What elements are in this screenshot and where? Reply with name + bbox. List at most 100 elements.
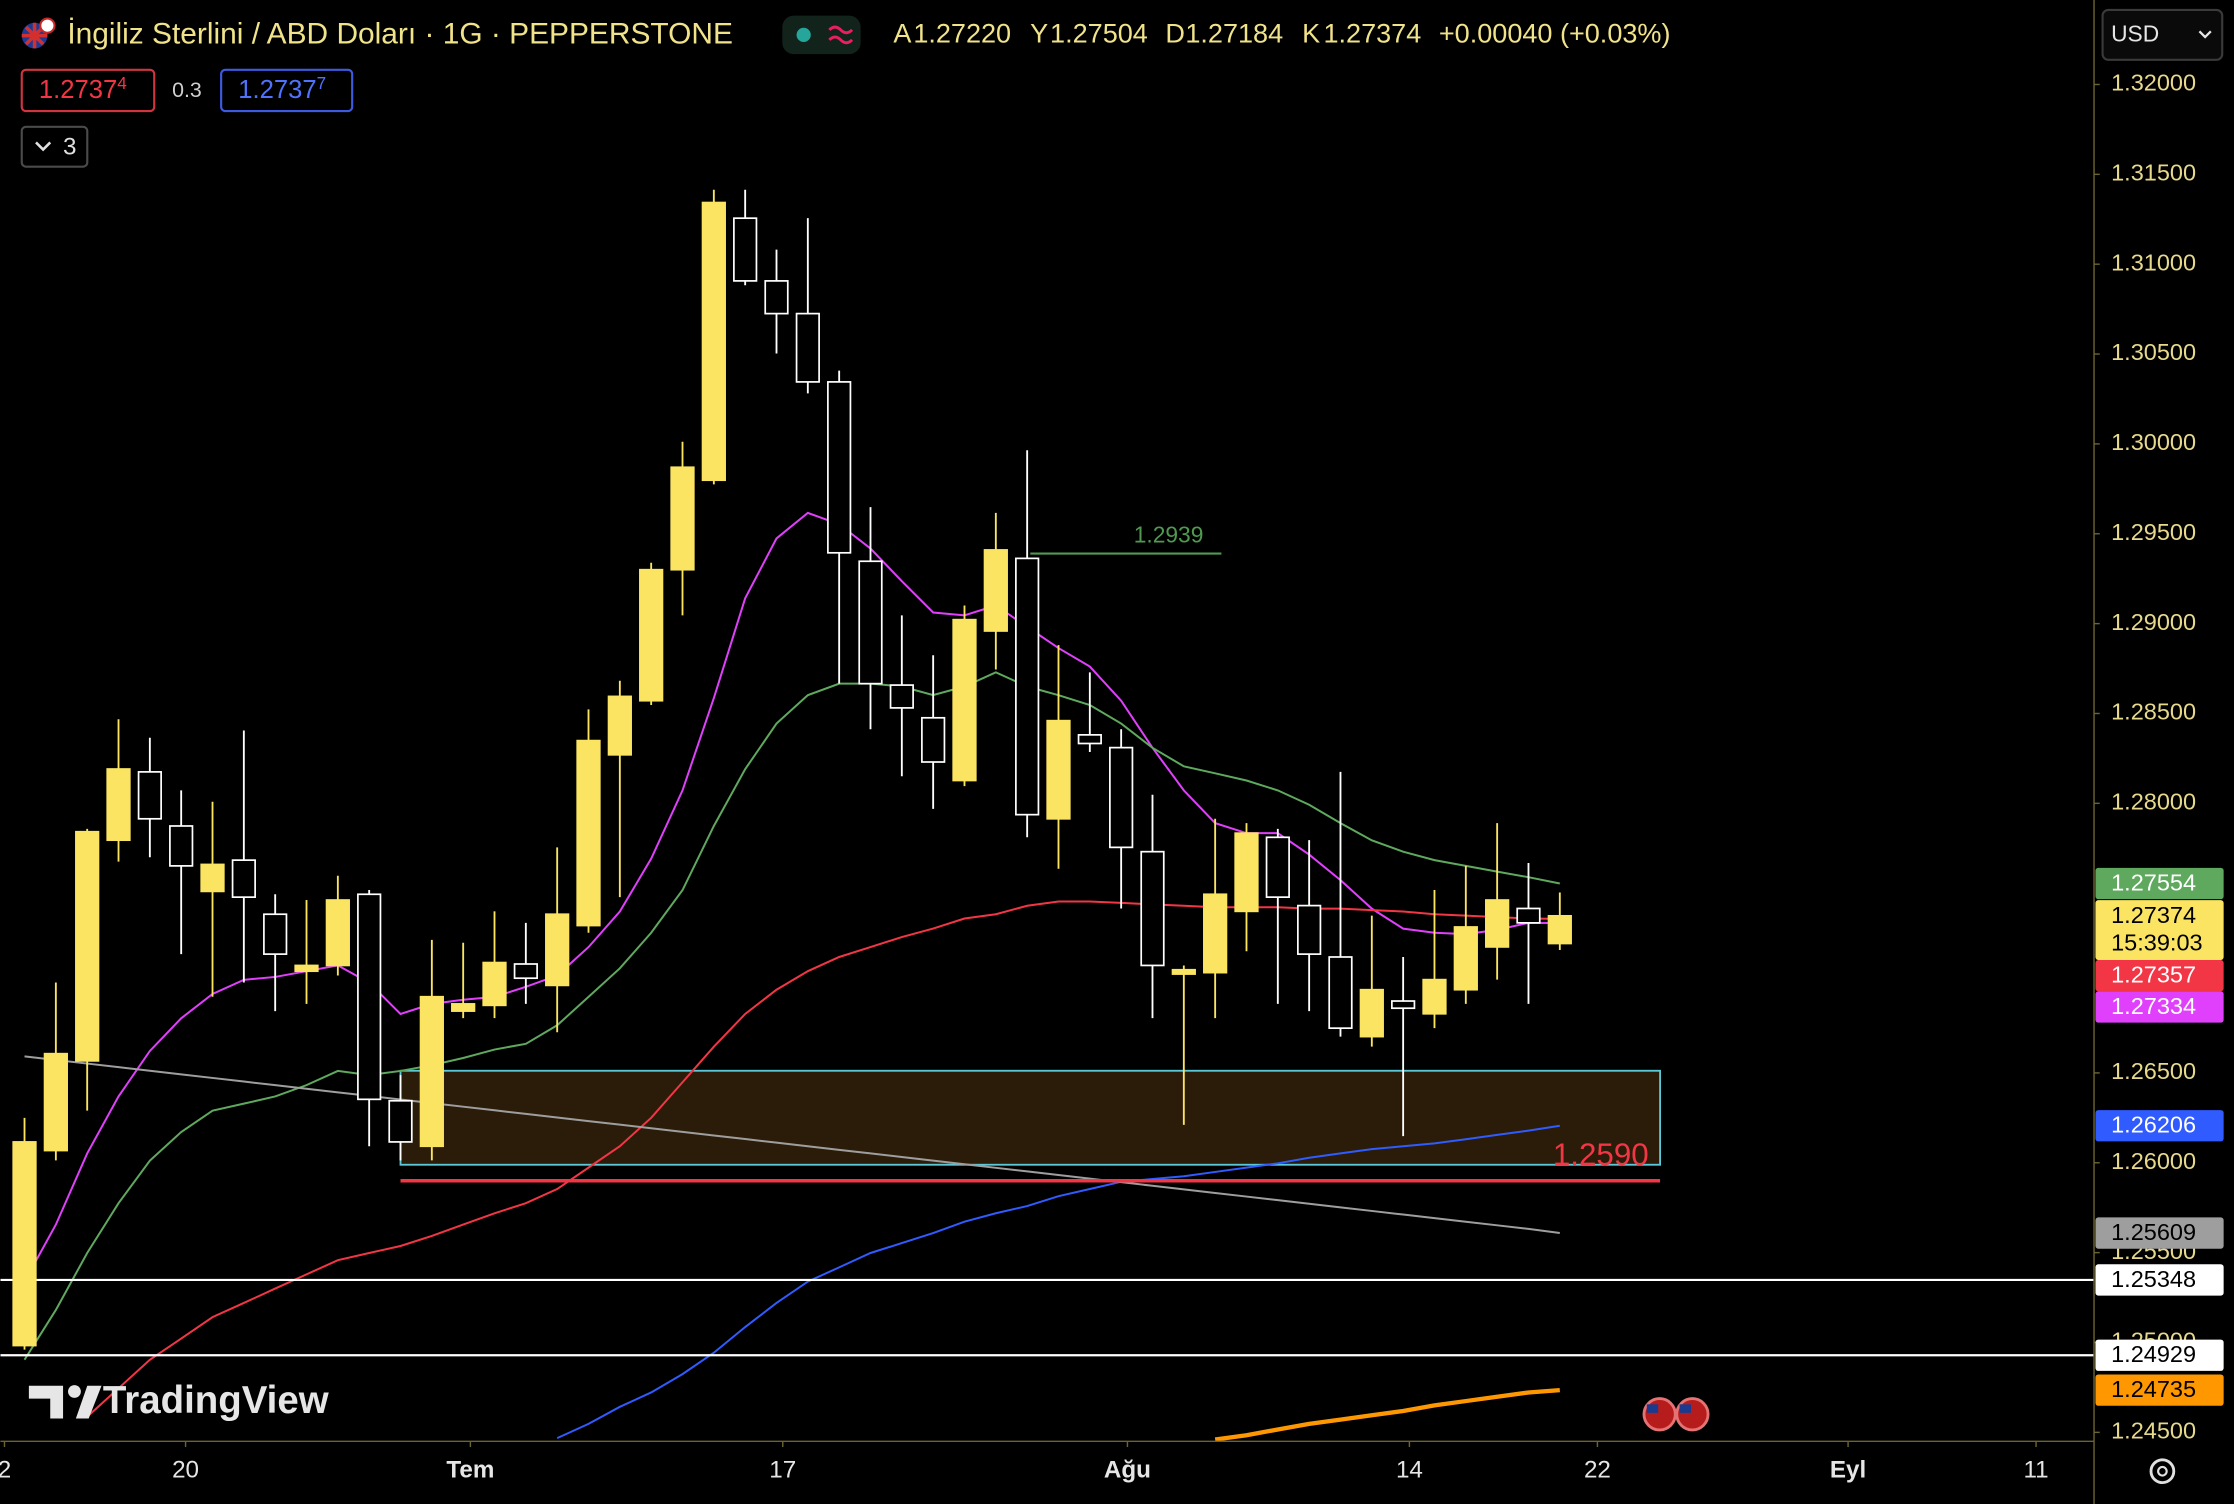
- ohlc-key: D: [1165, 19, 1185, 49]
- sell-box[interactable]: [20, 68, 156, 113]
- buy-price-main[interactable]: 1.2737: [238, 76, 316, 104]
- candle-body: [795, 312, 820, 383]
- settings-icon[interactable]: [2149, 1458, 2176, 1485]
- ohlc-key: Y: [1030, 19, 1048, 49]
- y-tick-label: 1.26500: [2111, 1058, 2196, 1084]
- sell-price[interactable]: 1.27374: [39, 74, 127, 104]
- economic-event[interactable]: [1642, 1397, 1677, 1432]
- drawing-label: 1.2939: [1134, 521, 1204, 547]
- indicators-count[interactable]: 3: [63, 134, 76, 161]
- indicator-price-label: 1.27334: [2111, 993, 2196, 1019]
- buy-button[interactable]: 1.27377: [220, 68, 354, 113]
- candle-body: [419, 995, 444, 1148]
- last-price-label: 1.27374: [2111, 902, 2196, 928]
- candle-body: [388, 1099, 413, 1143]
- indicator-price-label: 1.27357: [2111, 962, 2196, 988]
- zone: [399, 1069, 1662, 1166]
- line-price-label-box: [2095, 1264, 2224, 1296]
- buy-price-pip[interactable]: 7: [317, 74, 327, 93]
- y-tick-label: 1.28000: [2111, 789, 2196, 815]
- x-tick-label: 17: [769, 1457, 796, 1484]
- plot-area: 1.2590 1.2939: [0, 189, 2095, 1442]
- candle-body: [1015, 557, 1040, 816]
- buy-price[interactable]: 1.27377: [238, 74, 326, 104]
- logo-mark-slash: [75, 1385, 102, 1419]
- candle-body: [325, 899, 350, 967]
- candle-body: [200, 863, 225, 893]
- settings-button[interactable]: [2149, 1458, 2176, 1485]
- x-tick-label: 11: [2024, 1457, 2049, 1484]
- ohlc-value: 1.27374: [1324, 19, 1422, 49]
- candle-body: [169, 825, 194, 867]
- candle-body: [639, 568, 664, 702]
- drawing-label: 1.2590: [1553, 1137, 1649, 1172]
- event-icons[interactable]: [1642, 1397, 1710, 1432]
- buy-box[interactable]: [220, 68, 354, 113]
- symbol-flag-small: [39, 17, 56, 34]
- settings-icon-center[interactable]: [2157, 1465, 2168, 1477]
- chevron-icon[interactable]: [2198, 30, 2212, 39]
- indicator-price-label: 1.25609: [2111, 1219, 2196, 1245]
- logo-mark: [28, 1385, 64, 1419]
- moving-average-line: [556, 1124, 1560, 1440]
- x-tick-label: Tem: [446, 1457, 494, 1484]
- y-tick-label: 1.31500: [2111, 160, 2196, 186]
- x-tick-label: Eyl: [1830, 1457, 1866, 1484]
- candle-body: [1516, 907, 1541, 924]
- symbol-title: İngiliz Sterlini / ABD Doları · 1G · PEP…: [67, 17, 733, 50]
- indicator-price-label-box: [2095, 1217, 2224, 1249]
- candle-body: [106, 768, 131, 842]
- y-tick-label: 1.29500: [2111, 519, 2196, 545]
- ohlc-value: 1.27504: [1050, 19, 1148, 49]
- bar-countdown: 15:39:03: [2111, 930, 2202, 956]
- sell-button[interactable]: 1.27374: [20, 68, 156, 113]
- candle-body: [513, 963, 538, 980]
- economic-event[interactable]: [1675, 1397, 1710, 1432]
- moving-average-line: [24, 1055, 1560, 1235]
- candle-body: [75, 830, 100, 1062]
- y-tick-label: 1.31000: [2111, 249, 2196, 275]
- line-price-label: 1.25348: [2111, 1266, 2196, 1292]
- indicator-price-label: 1.26206: [2111, 1112, 2196, 1138]
- moving-average-line: [1214, 1387, 1560, 1442]
- currency[interactable]: USD: [2111, 21, 2159, 47]
- candle-body: [889, 684, 914, 709]
- chevron-icon[interactable]: [35, 141, 52, 152]
- y-tick-label: 1.32000: [2111, 70, 2196, 96]
- flag-canton[interactable]: [1646, 1404, 1659, 1413]
- indicators-toggle[interactable]: 3: [20, 125, 89, 168]
- status-chip: [782, 15, 861, 55]
- moving-average-line: [23, 671, 1561, 1361]
- ohlc-legend: A1.27220 Y1.27504 D1.27184 K 1.27374 +0.0…: [893, 19, 1670, 49]
- indicators-toggle-box[interactable]: [20, 125, 89, 168]
- y-tick-label: 1.26000: [2111, 1148, 2196, 1174]
- sell-price-pip[interactable]: 4: [117, 74, 127, 93]
- candle-body: [1453, 926, 1478, 991]
- ohlc-key: A: [893, 19, 911, 49]
- sell-price-main[interactable]: 1.2737: [39, 76, 117, 104]
- flag-canton[interactable]: [1679, 1404, 1691, 1413]
- line-price-label-box: [2095, 1339, 2224, 1371]
- logo: TradingView: [28, 1379, 329, 1422]
- candle-body: [545, 913, 570, 987]
- candle-body: [1046, 719, 1071, 820]
- logo-text: TradingView: [103, 1379, 329, 1422]
- candle-body: [1109, 746, 1134, 849]
- y-tick-label: 1.28500: [2111, 699, 2196, 725]
- candle-body: [137, 771, 162, 820]
- candle-body: [43, 1052, 68, 1152]
- currency-select[interactable]: USD: [2101, 8, 2224, 61]
- candle-body: [952, 618, 977, 782]
- currency-box[interactable]: [2101, 8, 2224, 61]
- moving-average-line: [23, 511, 1560, 1283]
- candle-body: [983, 549, 1008, 632]
- candle-body: [670, 466, 695, 571]
- x-tick-label: 2: [0, 1457, 11, 1484]
- candle-body: [858, 560, 883, 685]
- indicator-price-label: 1.27554: [2111, 869, 2196, 895]
- candle-body: [827, 381, 852, 554]
- y-tick-label: 1.30500: [2111, 339, 2196, 365]
- candle-body: [733, 217, 758, 282]
- x-tick-label: 22: [1584, 1457, 1611, 1484]
